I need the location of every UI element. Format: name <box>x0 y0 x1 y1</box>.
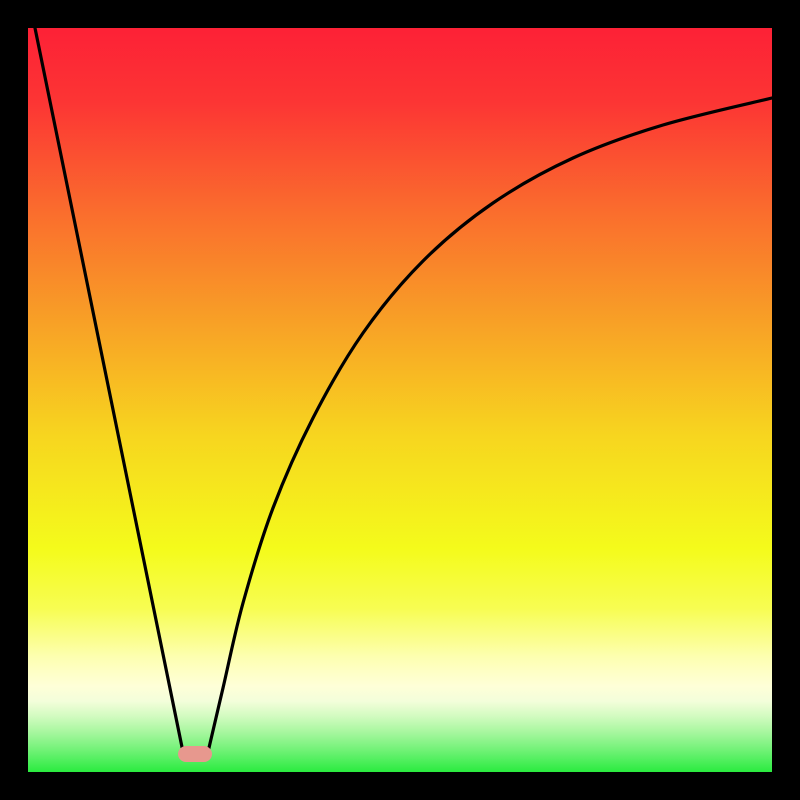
chart-border-bottom <box>0 772 800 800</box>
bottleneck-marker <box>178 746 212 762</box>
bottleneck-curve <box>28 28 772 772</box>
chart-border-right <box>772 0 800 800</box>
chart-border-left <box>0 0 28 800</box>
chart-container: TheBottleneck.com <box>0 0 800 800</box>
curve-left-branch <box>35 28 183 752</box>
plot-area <box>28 28 772 772</box>
curve-right-branch <box>208 98 772 752</box>
chart-border-top <box>0 0 800 28</box>
